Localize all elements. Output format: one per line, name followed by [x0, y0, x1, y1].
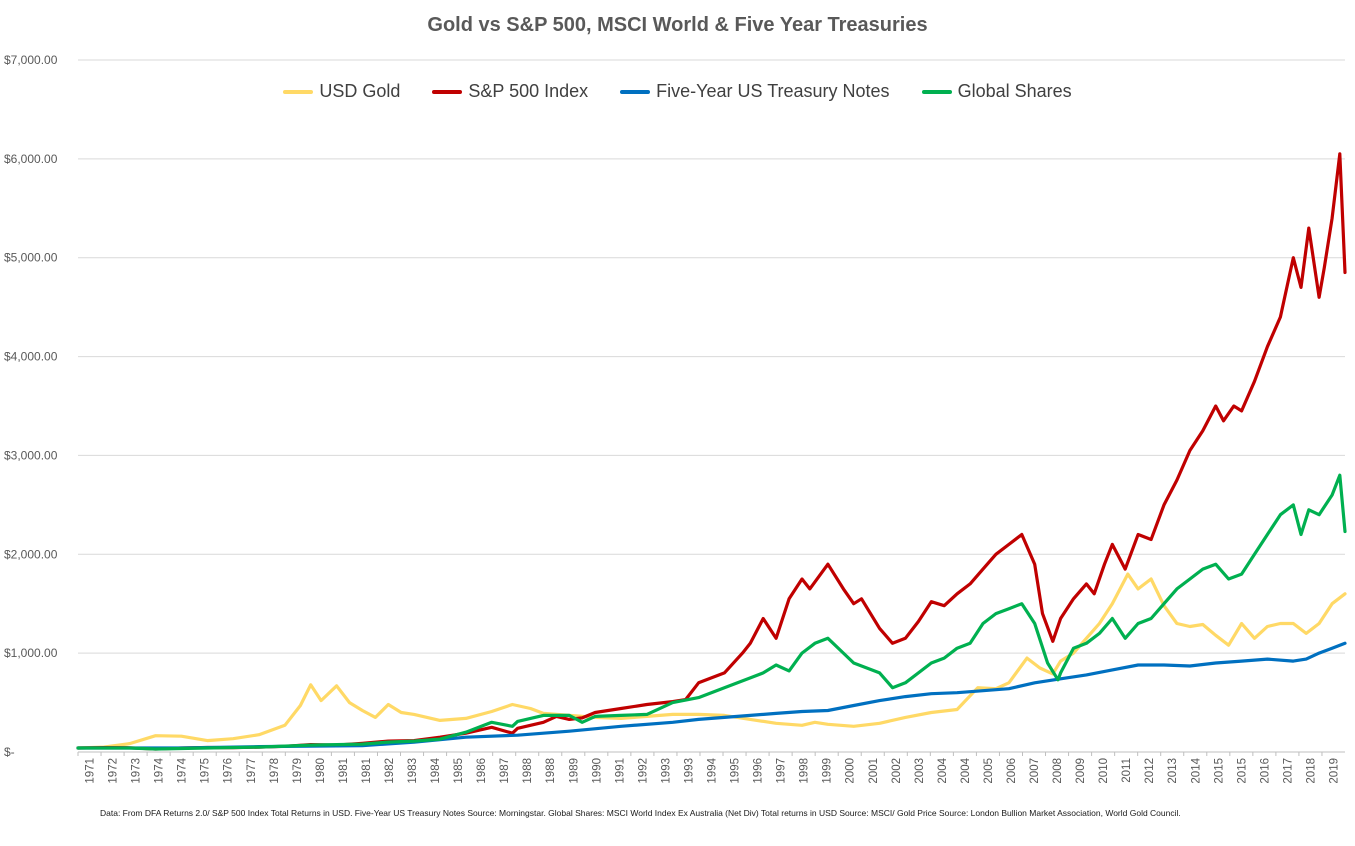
- x-tick-label: 1988: [545, 758, 557, 784]
- x-tick-label: 1982: [384, 758, 396, 784]
- y-tick-label: $1,000.00: [4, 646, 58, 660]
- legend-item-global-shares: Global Shares: [921, 81, 1072, 102]
- y-tick-label: $2,000.00: [4, 547, 58, 561]
- x-tick-label: 1977: [246, 758, 258, 784]
- x-tick-label: 2017: [1282, 758, 1294, 784]
- x-tick-label: 2012: [1144, 758, 1156, 784]
- y-tick-label: $6,000.00: [4, 152, 58, 166]
- y-tick-label: $4,000.00: [4, 350, 58, 364]
- legend-swatch-treasury: [620, 89, 651, 94]
- x-tick-label: 2003: [914, 758, 926, 784]
- x-tick-label: 1979: [292, 758, 304, 784]
- x-tick-label: 1973: [131, 758, 143, 784]
- x-tick-label: 1993: [660, 758, 672, 784]
- x-tick-label: 2002: [891, 758, 903, 784]
- series-line-usd-gold: [76, 572, 1347, 750]
- x-tick-label: 1976: [223, 758, 235, 784]
- legend-item-usd-gold: USD Gold: [283, 81, 400, 102]
- legend-item-sp500: S&P 500 Index: [432, 81, 588, 102]
- x-tick-label: 2015: [1236, 758, 1248, 784]
- legend: USD Gold S&P 500 Index Five-Year US Trea…: [0, 81, 1355, 102]
- x-tick-label: 1981: [361, 758, 373, 784]
- x-tick-label: 1998: [799, 758, 811, 784]
- series-line-global-shares: [76, 473, 1347, 751]
- x-tick-label: 1996: [753, 758, 765, 784]
- x-tick-label: 2013: [1167, 758, 1179, 784]
- x-axis-tick-labels: 1971 1972 1973 1974 1974 1975 1976 1977 1978 1979…: [77, 752, 1340, 784]
- x-tick-label: 1993: [683, 758, 695, 784]
- series-line-five-year-us-treasury-notes: [76, 641, 1347, 750]
- x-tick-label: 2014: [1190, 757, 1202, 783]
- x-tick-label: 1980: [315, 758, 327, 784]
- x-tick-label: 1974: [154, 757, 166, 783]
- x-tick-label: 2011: [1121, 758, 1133, 783]
- x-tick-label: 1974: [177, 757, 189, 783]
- x-tick-label: 2000: [845, 758, 857, 784]
- gridlines: [78, 59, 1345, 654]
- x-tick-label: 2007: [1029, 758, 1041, 784]
- x-tick-label: 1987: [499, 758, 511, 784]
- legend-label-treasury: Five-Year US Treasury Notes: [656, 81, 890, 101]
- x-tick-label: 2008: [1052, 758, 1064, 784]
- legend-swatch-usd-gold: [283, 89, 314, 94]
- x-tick-label: 2019: [1328, 758, 1340, 784]
- series-line-s-p-500-index: [76, 152, 1347, 751]
- x-tick-label: 1985: [453, 758, 465, 784]
- x-tick-label: 1981: [338, 758, 350, 784]
- x-tick-label: 2004: [960, 757, 972, 783]
- y-tick-label: $3,000.00: [4, 448, 58, 462]
- x-tick-label: 1990: [591, 758, 603, 784]
- legend-label-sp500: S&P 500 Index: [468, 81, 589, 101]
- chart-title: Gold vs S&P 500, MSCI World & Five Year …: [427, 14, 928, 36]
- x-tick-label: 2004: [937, 757, 949, 783]
- x-tick-label: 1988: [522, 758, 534, 784]
- x-tick-label: 1997: [776, 758, 788, 784]
- x-tick-label: 1984: [430, 757, 442, 783]
- x-tick-label: 2010: [1098, 758, 1110, 784]
- x-tick-label: 1972: [108, 758, 120, 784]
- series-lines: [76, 152, 1347, 751]
- x-tick-label: 1999: [822, 758, 834, 784]
- y-tick-label: $7,000.00: [4, 53, 58, 67]
- x-tick-label: 2009: [1075, 758, 1087, 784]
- x-tick-label: 1983: [407, 758, 419, 784]
- x-tick-label: 2016: [1259, 758, 1271, 784]
- x-tick-label: 1991: [614, 758, 626, 784]
- x-tick-label: 1975: [200, 758, 212, 784]
- x-tick-label: 1971: [85, 758, 97, 784]
- x-tick-label: 1995: [730, 758, 742, 784]
- x-tick-label: 1992: [637, 758, 649, 784]
- legend-swatch-sp500: [432, 89, 463, 94]
- y-tick-label: $5,000.00: [4, 251, 58, 265]
- x-tick-label: 1986: [476, 758, 488, 784]
- y-axis-tick-labels: $- $1,000.00 $2,000.00 $3,000.00 $4,000.00 $5…: [4, 53, 58, 759]
- x-tick-label: 1978: [269, 758, 281, 784]
- x-tick-label: 2015: [1213, 758, 1225, 784]
- x-tick-label: 2006: [1006, 758, 1018, 784]
- legend-label-global-shares: Global Shares: [957, 81, 1072, 101]
- y-tick-label: $-: [4, 745, 15, 759]
- legend-swatch-global-shares: [921, 89, 952, 94]
- x-tick-label: 2018: [1305, 758, 1317, 784]
- source-note: Data: From DFA Returns 2.0/ S&P 500 Inde…: [100, 808, 1181, 818]
- x-tick-label: 2005: [983, 758, 995, 784]
- x-tick-label: 1994: [707, 757, 719, 783]
- x-tick-label: 2001: [868, 758, 880, 784]
- legend-item-treasury: Five-Year US Treasury Notes: [620, 81, 890, 102]
- legend-label-usd-gold: USD Gold: [319, 81, 401, 101]
- x-tick-label: 1989: [568, 758, 580, 784]
